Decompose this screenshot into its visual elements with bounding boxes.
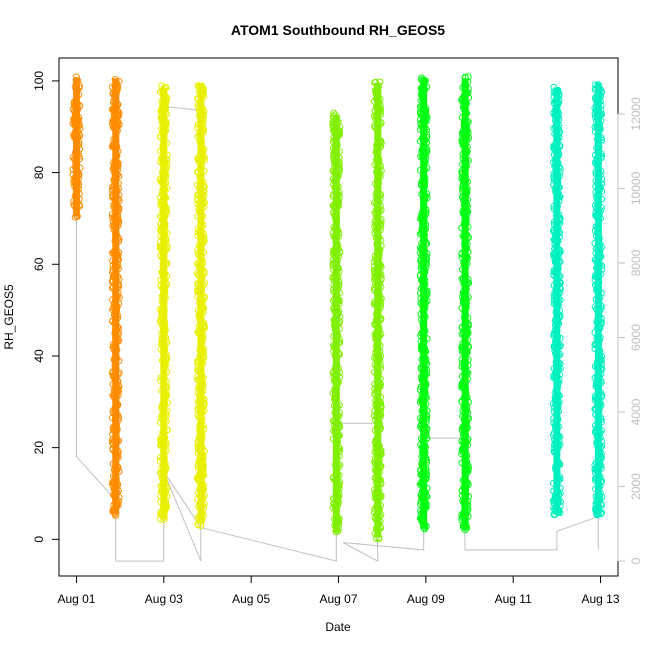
y-tick-label: 80 (32, 166, 46, 180)
y-tick-label: 20 (32, 441, 46, 455)
x-tick-label: Aug 13 (582, 592, 620, 606)
y-axis-label: RH_GEOS5 (2, 284, 16, 350)
x-tick-label: Aug 03 (145, 592, 183, 606)
series-3 (329, 78, 385, 542)
x-tick-label: Aug 09 (407, 592, 445, 606)
x-tick-label: Aug 01 (57, 592, 95, 606)
x-tick-label: Aug 05 (232, 592, 270, 606)
y2-tick-label: 2000 (629, 473, 643, 500)
x-tick-label: Aug 11 (495, 592, 532, 606)
series-2 (156, 82, 208, 529)
y2-tick-label: 6000 (629, 324, 643, 351)
y2-tick-label: 0 (629, 557, 643, 564)
axes: Aug 01 Aug 03 Aug 05 Aug 07 Aug 09 Aug 11 Aug … (32, 57, 643, 606)
series-5 (549, 81, 606, 519)
y-tick-label: 100 (32, 71, 46, 91)
y2-tick-label: 10000 (629, 171, 643, 205)
y2-tick-label: 8000 (629, 249, 643, 276)
series-1 (69, 73, 123, 519)
y-tick-label: 60 (32, 257, 46, 271)
y2-tick-label: 4000 (629, 398, 643, 425)
x-axis-label: Date (325, 620, 351, 634)
series-4 (416, 73, 473, 534)
y-tick-label: 40 (32, 349, 46, 363)
chart-title: ATOM1 Southbound RH_GEOS5 (231, 22, 445, 38)
x-tick-label: Aug 07 (319, 592, 357, 606)
data-points (69, 73, 606, 542)
y2-tick-label: 12000 (629, 97, 643, 131)
y-tick-label: 0 (32, 536, 46, 543)
